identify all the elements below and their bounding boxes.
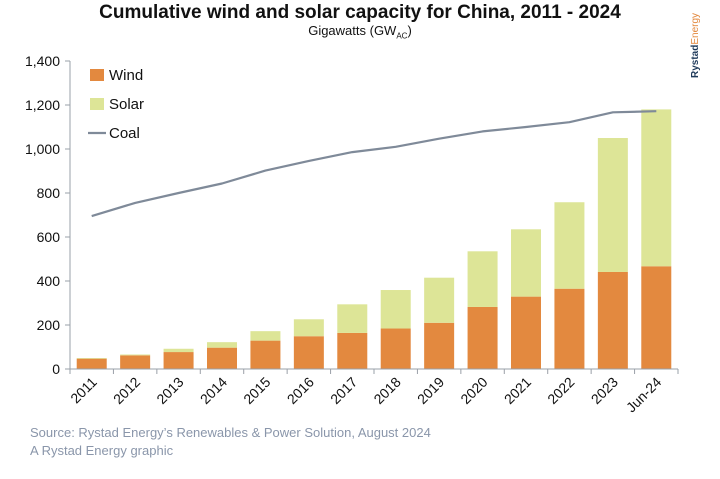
x-tick-label: 2013 — [153, 374, 186, 407]
credit-note: A Rystad Energy graphic — [30, 443, 174, 458]
x-tick-label: 2011 — [67, 374, 100, 407]
bar-solar — [207, 342, 237, 348]
bar-solar — [467, 251, 498, 307]
source-note: Source: Rystad Energy’s Renewables & Pow… — [30, 425, 431, 440]
bar-solar — [424, 277, 455, 323]
bar-wind — [207, 347, 237, 369]
legend-swatch-wind — [90, 69, 104, 81]
y-tick-label: 600 — [37, 229, 61, 245]
bar-solar — [597, 138, 628, 272]
legend-label: Wind — [109, 67, 143, 84]
coal-line — [91, 110, 657, 218]
x-tick-label: 2023 — [588, 374, 621, 407]
bar-solar — [250, 331, 281, 341]
x-tick-label: 2016 — [284, 374, 317, 407]
bar-solar — [641, 109, 672, 267]
y-tick-label: 800 — [37, 185, 61, 201]
y-tick-label: 0 — [52, 361, 60, 377]
bar-solar — [337, 304, 368, 333]
y-tick-label: 1,400 — [25, 53, 60, 69]
bar-solar — [380, 290, 411, 329]
bar-wind — [163, 352, 194, 369]
x-tick-label: 2020 — [457, 374, 490, 407]
x-tick-label: 2017 — [327, 374, 360, 407]
x-tick-label: Jun-24 — [623, 374, 665, 416]
bar-wind — [467, 306, 498, 369]
bar-wind — [120, 355, 151, 369]
legend-label: Coal — [109, 125, 140, 142]
legend-label: Solar — [109, 96, 144, 113]
bar-solar — [554, 202, 585, 289]
subtitle-close: ) — [407, 23, 412, 38]
bar-solar — [163, 348, 194, 353]
y-tick-label: 400 — [37, 273, 61, 289]
bar-wind — [554, 288, 585, 369]
y-tick-label: 200 — [37, 317, 61, 333]
bar-wind — [424, 322, 455, 369]
legend: Wind Solar Coal — [88, 67, 144, 142]
bar-wind — [597, 271, 628, 369]
bar-wind — [511, 296, 541, 369]
subtitle-unit: Gigawatts (GW — [308, 23, 397, 38]
coal-layer — [91, 110, 657, 218]
x-tick-label: 2012 — [110, 374, 143, 407]
bar-solar — [120, 354, 151, 356]
bars-layer — [76, 109, 672, 369]
x-tick-label: 2019 — [414, 374, 447, 407]
bar-wind — [641, 266, 672, 369]
y-tick-label: 1,200 — [25, 97, 60, 113]
subtitle-unit-subscript: AC — [396, 31, 408, 41]
bar-solar — [293, 319, 324, 337]
legend-swatch-solar — [90, 98, 104, 110]
x-tick-label: 2015 — [240, 374, 273, 407]
bar-wind — [76, 358, 107, 369]
y-tick-label: 1,000 — [25, 141, 60, 157]
bar-solar — [511, 229, 541, 297]
x-tick-label: 2014 — [197, 374, 230, 407]
chart-title: Cumulative wind and solar capacity for C… — [99, 2, 621, 23]
bar-wind — [337, 332, 368, 369]
bar-solar — [76, 358, 107, 359]
bar-wind — [250, 340, 281, 369]
chart-subtitle: Gigawatts (GWAC) — [0, 23, 720, 41]
x-tick-label: 2022 — [544, 374, 577, 407]
bar-wind — [380, 328, 411, 369]
bar-wind — [293, 336, 324, 369]
x-tick-label: 2018 — [370, 374, 403, 407]
x-tick-label: 2021 — [501, 374, 534, 407]
